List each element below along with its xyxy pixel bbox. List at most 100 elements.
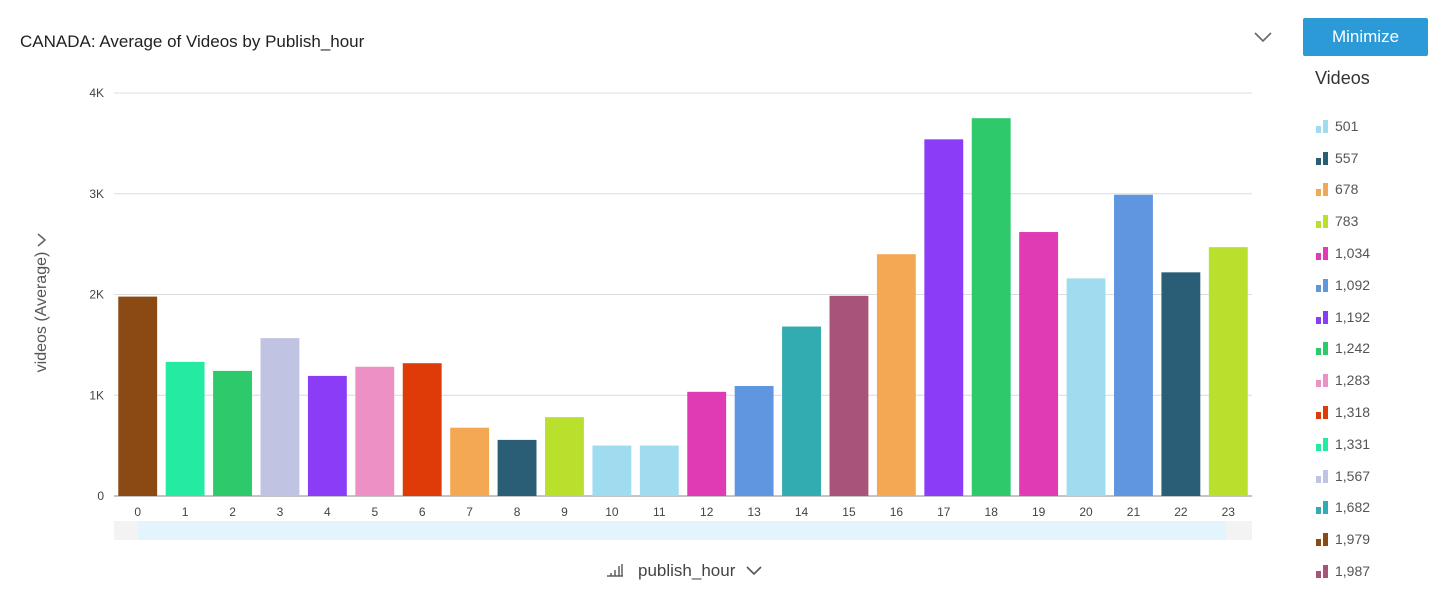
- legend-swatch: [1316, 119, 1328, 133]
- bar[interactable]: [592, 445, 632, 496]
- legend-label: 1,979: [1335, 531, 1371, 548]
- legend-label: 1,567: [1335, 467, 1371, 484]
- bar[interactable]: [687, 391, 727, 496]
- legend-item[interactable]: 678: [1315, 174, 1370, 206]
- legend-label: 501: [1335, 117, 1359, 134]
- y-tick-label: 1K: [89, 388, 104, 402]
- minimize-button[interactable]: Minimize: [1303, 18, 1428, 56]
- bar[interactable]: [402, 363, 442, 496]
- x-tick-label: 22: [1174, 505, 1188, 519]
- bar[interactable]: [782, 326, 821, 496]
- legend-item[interactable]: 1,283: [1315, 364, 1370, 396]
- bar[interactable]: [639, 445, 679, 496]
- bar[interactable]: [971, 118, 1011, 496]
- y-tick-label: 2K: [89, 288, 104, 302]
- bar[interactable]: [924, 139, 964, 496]
- chevron-right-icon[interactable]: [35, 232, 49, 248]
- bar[interactable]: [307, 375, 347, 496]
- x-tick-label: 9: [561, 505, 568, 519]
- x-tick-label: 18: [985, 505, 999, 519]
- bar[interactable]: [450, 427, 490, 496]
- sort-icon: [607, 564, 623, 577]
- legend-item[interactable]: 1,331: [1315, 428, 1370, 460]
- legend-label: 1,092: [1335, 276, 1371, 293]
- bar[interactable]: [213, 370, 252, 496]
- bar[interactable]: [260, 338, 300, 496]
- x-tick-label: 7: [466, 505, 473, 519]
- legend-swatch: [1316, 183, 1328, 197]
- legend-swatch: [1316, 469, 1328, 483]
- legend-item[interactable]: 1,192: [1315, 301, 1370, 333]
- legend-item[interactable]: 1,034: [1315, 237, 1370, 269]
- x-tick-label: 21: [1127, 505, 1141, 519]
- legend-swatch: [1316, 437, 1328, 451]
- bar[interactable]: [165, 361, 205, 496]
- x-tick-label: 17: [937, 505, 951, 519]
- x-tick-label: 15: [842, 505, 856, 519]
- legend-item[interactable]: 1,567: [1315, 460, 1370, 492]
- legend-item[interactable]: 1,318: [1315, 396, 1370, 428]
- x-tick-label: 13: [747, 505, 761, 519]
- bar[interactable]: [1208, 247, 1248, 496]
- x-tick-label: 4: [324, 505, 331, 519]
- legend-item[interactable]: 1,242: [1315, 333, 1370, 365]
- legend-item[interactable]: 1,682: [1315, 492, 1370, 524]
- legend-item[interactable]: 557: [1315, 142, 1370, 174]
- x-tick-label: 6: [419, 505, 426, 519]
- legend-label: 783: [1335, 213, 1359, 230]
- bar[interactable]: [876, 254, 916, 496]
- x-tick-label: 0: [134, 505, 141, 519]
- bar[interactable]: [545, 417, 584, 496]
- legend-label: 1,318: [1335, 404, 1371, 421]
- x-tick-label: 12: [700, 505, 714, 519]
- y-tick-label: 4K: [89, 86, 104, 100]
- bar[interactable]: [497, 439, 537, 496]
- legend-item[interactable]: 1,987: [1315, 555, 1370, 587]
- legend-item[interactable]: 501: [1315, 110, 1370, 142]
- bar[interactable]: [1019, 232, 1059, 496]
- legend-swatch: [1316, 342, 1328, 356]
- legend-label: 1,331: [1335, 435, 1371, 452]
- legend-swatch: [1316, 406, 1328, 420]
- chevron-down-icon[interactable]: [1250, 26, 1276, 48]
- legend-item[interactable]: 783: [1315, 205, 1370, 237]
- legend-swatch: [1316, 247, 1328, 261]
- legend-swatch: [1316, 565, 1328, 579]
- bar[interactable]: [734, 385, 774, 496]
- bar[interactable]: [1066, 278, 1106, 496]
- x-tick-label: 1: [182, 505, 189, 519]
- x-tick-label: 10: [605, 505, 619, 519]
- y-tick-label: 0: [97, 489, 104, 503]
- legend-swatch: [1316, 151, 1328, 165]
- x-axis-selector[interactable]: publish_hour: [606, 561, 763, 581]
- legend: 501 557 678 783 1,034 1,092 1,192 1,242 1,283 1,3…: [1315, 110, 1370, 587]
- x-tick-label: 16: [890, 505, 904, 519]
- legend-label: 1,682: [1335, 499, 1371, 516]
- x-tick-label: 2: [229, 505, 236, 519]
- legend-label: 1,987: [1335, 563, 1371, 580]
- bar[interactable]: [355, 366, 395, 496]
- legend-swatch: [1316, 533, 1328, 547]
- bar[interactable]: [1114, 194, 1153, 496]
- x-tick-label: 11: [653, 505, 666, 519]
- x-tick-label: 23: [1222, 505, 1236, 519]
- legend-item[interactable]: 1,092: [1315, 269, 1370, 301]
- x-axis-label: publish_hour: [638, 561, 736, 580]
- legend-label: 1,034: [1335, 245, 1371, 262]
- scrollbar-thumb[interactable]: [138, 521, 1226, 540]
- x-tick-label: 14: [795, 505, 809, 519]
- legend-swatch: [1316, 215, 1328, 229]
- legend-label: 1,283: [1335, 372, 1371, 389]
- x-tick-label: 3: [277, 505, 284, 519]
- legend-label: 1,242: [1335, 340, 1371, 357]
- bar[interactable]: [829, 295, 869, 496]
- legend-swatch: [1316, 310, 1328, 324]
- y-tick-label: 3K: [89, 187, 104, 201]
- bar[interactable]: [118, 296, 158, 496]
- legend-item[interactable]: 1,979: [1315, 523, 1370, 555]
- legend-label: 557: [1335, 149, 1359, 166]
- bar[interactable]: [1161, 272, 1201, 496]
- chevron-down-icon: [746, 566, 762, 576]
- legend-title: Videos: [1315, 68, 1370, 88]
